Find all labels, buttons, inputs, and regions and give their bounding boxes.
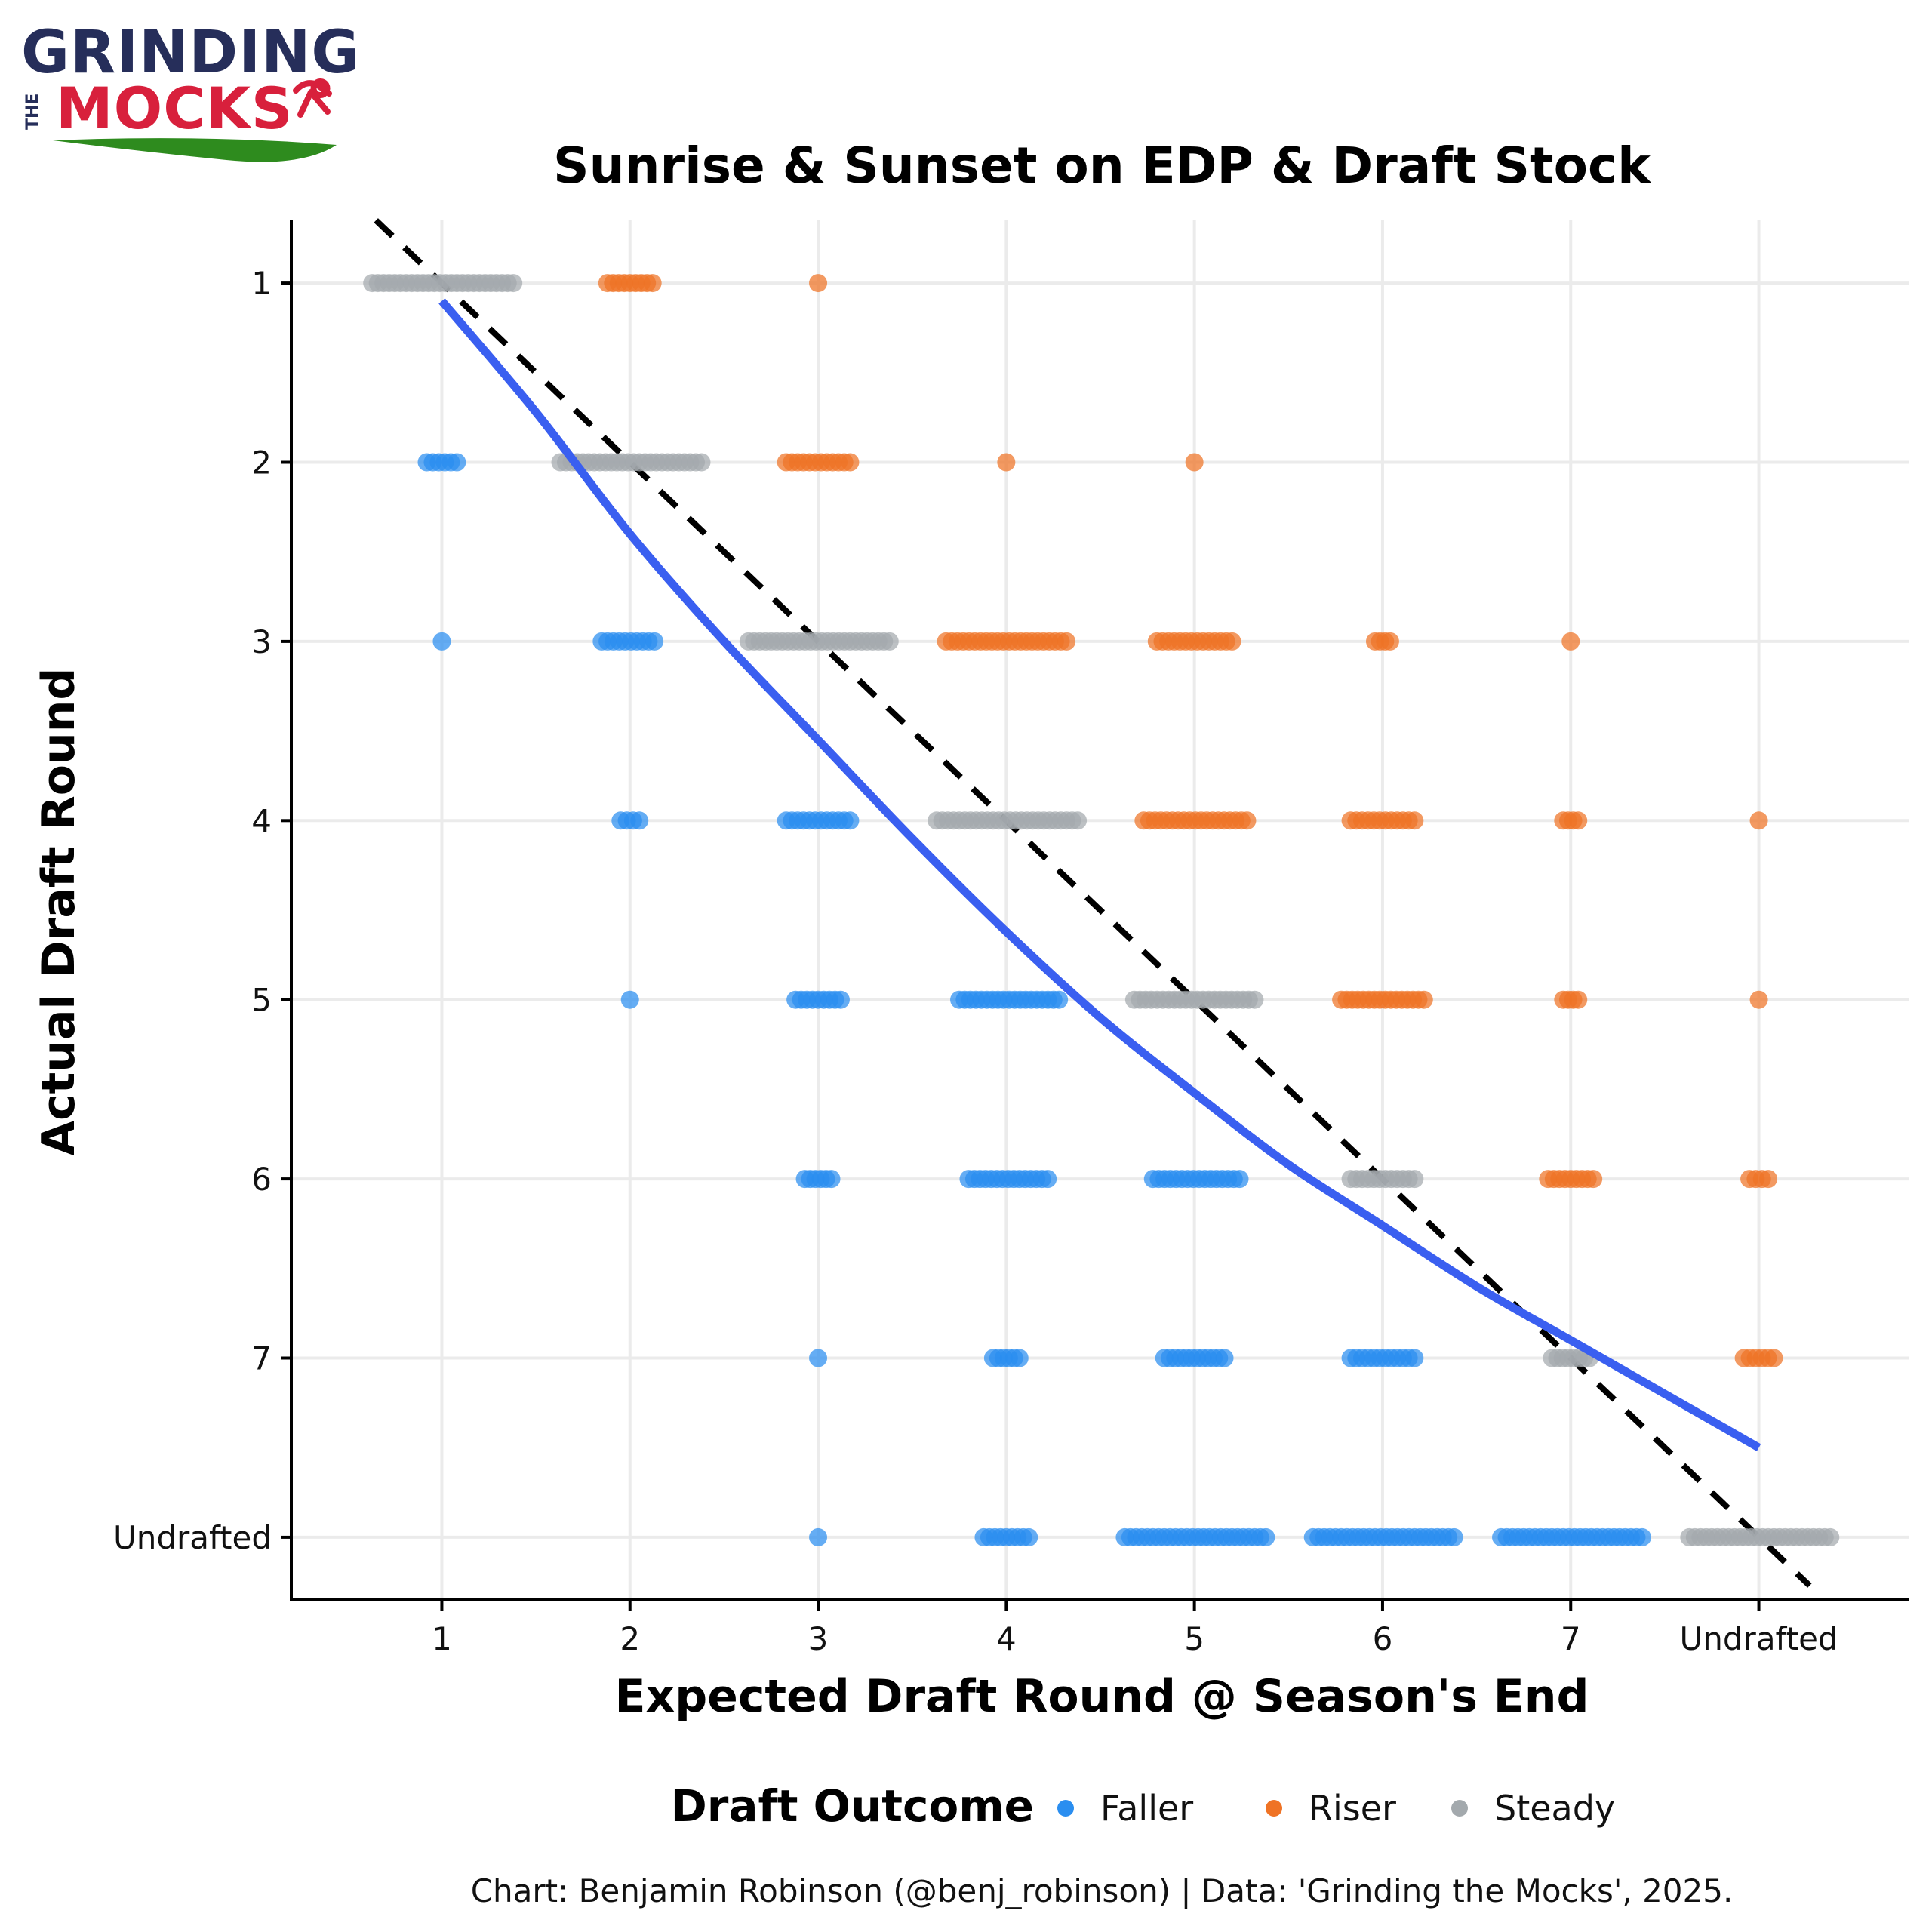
point-faller xyxy=(448,453,466,472)
y-tick-label: 3 xyxy=(251,623,272,660)
point-faller xyxy=(822,1170,841,1189)
point-riser xyxy=(809,274,828,293)
legend-key-riser xyxy=(1266,1800,1282,1817)
point-faller xyxy=(1230,1170,1249,1189)
point-steady xyxy=(1821,1527,1840,1546)
point-riser xyxy=(997,453,1016,472)
point-steady xyxy=(1405,1170,1424,1189)
point-faller xyxy=(1020,1527,1038,1546)
x-tick-label: 3 xyxy=(808,1620,829,1657)
point-faller xyxy=(620,990,639,1009)
trend-line xyxy=(438,298,1761,1451)
point-riser xyxy=(1223,632,1241,651)
chart-title: Sunrise & Sunset on EDP & Draft Stock xyxy=(553,137,1652,195)
smooth-trend xyxy=(438,298,1761,1451)
y-tick-label: 5 xyxy=(251,982,272,1019)
x-axis-title: Expected Draft Round @ Season's End xyxy=(615,1670,1589,1723)
logo: GRINDING THE MOCKS xyxy=(21,19,360,162)
x-tick-label: 7 xyxy=(1561,1620,1581,1657)
logo-turf-icon xyxy=(53,138,337,162)
point-faller xyxy=(1215,1349,1234,1367)
point-riser xyxy=(1238,811,1257,830)
x-tick-label: 2 xyxy=(620,1620,640,1657)
point-faller xyxy=(809,1349,828,1367)
y-tick-label: 2 xyxy=(251,444,272,481)
point-faller xyxy=(1632,1527,1651,1546)
point-riser xyxy=(1749,990,1768,1009)
y-tick-label: 4 xyxy=(251,802,272,839)
identity-dashed-line xyxy=(374,218,1812,1588)
reference-line xyxy=(374,218,1812,1588)
point-steady xyxy=(1069,811,1088,830)
point-faller xyxy=(1038,1170,1057,1189)
legend-label-riser: Riser xyxy=(1309,1788,1396,1829)
point-faller xyxy=(1050,990,1069,1009)
y-axis-title: Actual Draft Round xyxy=(32,668,85,1156)
x-tick-label: Undrafted xyxy=(1680,1620,1838,1657)
legend-label-steady: Steady xyxy=(1494,1788,1615,1829)
y-tick-label: 7 xyxy=(251,1340,272,1377)
point-riser xyxy=(1759,1170,1778,1189)
point-steady xyxy=(880,632,899,651)
point-riser xyxy=(1584,1170,1603,1189)
point-steady xyxy=(692,453,711,472)
legend: Draft Outcome Faller Riser Steady xyxy=(671,1780,1616,1832)
point-riser xyxy=(1569,811,1588,830)
y-tick-label: 1 xyxy=(251,265,272,302)
point-steady xyxy=(504,274,523,293)
point-riser xyxy=(1749,811,1768,830)
point-faller xyxy=(809,1527,828,1546)
point-steady xyxy=(1245,990,1264,1009)
logo-the: THE xyxy=(23,94,42,130)
legend-key-steady xyxy=(1451,1800,1468,1817)
legend-label-faller: Faller xyxy=(1100,1788,1193,1829)
point-faller xyxy=(645,632,664,651)
y-tick-label: Undrafted xyxy=(113,1519,272,1556)
x-tick-label: 6 xyxy=(1373,1620,1393,1657)
point-riser xyxy=(1057,632,1076,651)
point-riser xyxy=(1185,453,1204,472)
x-tick-label: 4 xyxy=(996,1620,1017,1657)
x-tick-label: 1 xyxy=(432,1620,452,1657)
logo-line1: GRINDING xyxy=(21,19,360,87)
x-tick-label: 5 xyxy=(1184,1620,1204,1657)
point-faller xyxy=(841,811,860,830)
point-faller xyxy=(1257,1527,1275,1546)
point-faller xyxy=(1010,1349,1029,1367)
point-riser xyxy=(643,274,662,293)
point-riser xyxy=(1380,632,1399,651)
point-riser xyxy=(1561,632,1580,651)
tick-labels: 1 2 3 4 5 6 7 Undrafted 1 2 3 4 5 6 7 Undrafted xyxy=(113,265,1838,1657)
data-marks xyxy=(363,274,1840,1546)
legend-title: Draft Outcome xyxy=(671,1780,1034,1832)
grid xyxy=(291,220,1909,1600)
point-faller xyxy=(831,990,850,1009)
point-riser xyxy=(841,453,860,472)
point-faller xyxy=(1444,1527,1463,1546)
point-riser xyxy=(1414,990,1433,1009)
logo-line2: MOCKS xyxy=(56,75,294,142)
point-riser xyxy=(1569,990,1588,1009)
point-faller xyxy=(630,811,649,830)
caption: Chart: Benjamin Robinson (@benj_robinson… xyxy=(471,1872,1734,1909)
logo-runner-icon xyxy=(293,78,332,118)
axes xyxy=(281,220,1909,1611)
point-faller xyxy=(1405,1349,1424,1367)
point-riser xyxy=(1764,1349,1783,1367)
y-tick-label: 6 xyxy=(251,1161,272,1198)
point-faller xyxy=(432,632,451,651)
legend-key-faller xyxy=(1057,1800,1074,1817)
point-riser xyxy=(1405,811,1424,830)
